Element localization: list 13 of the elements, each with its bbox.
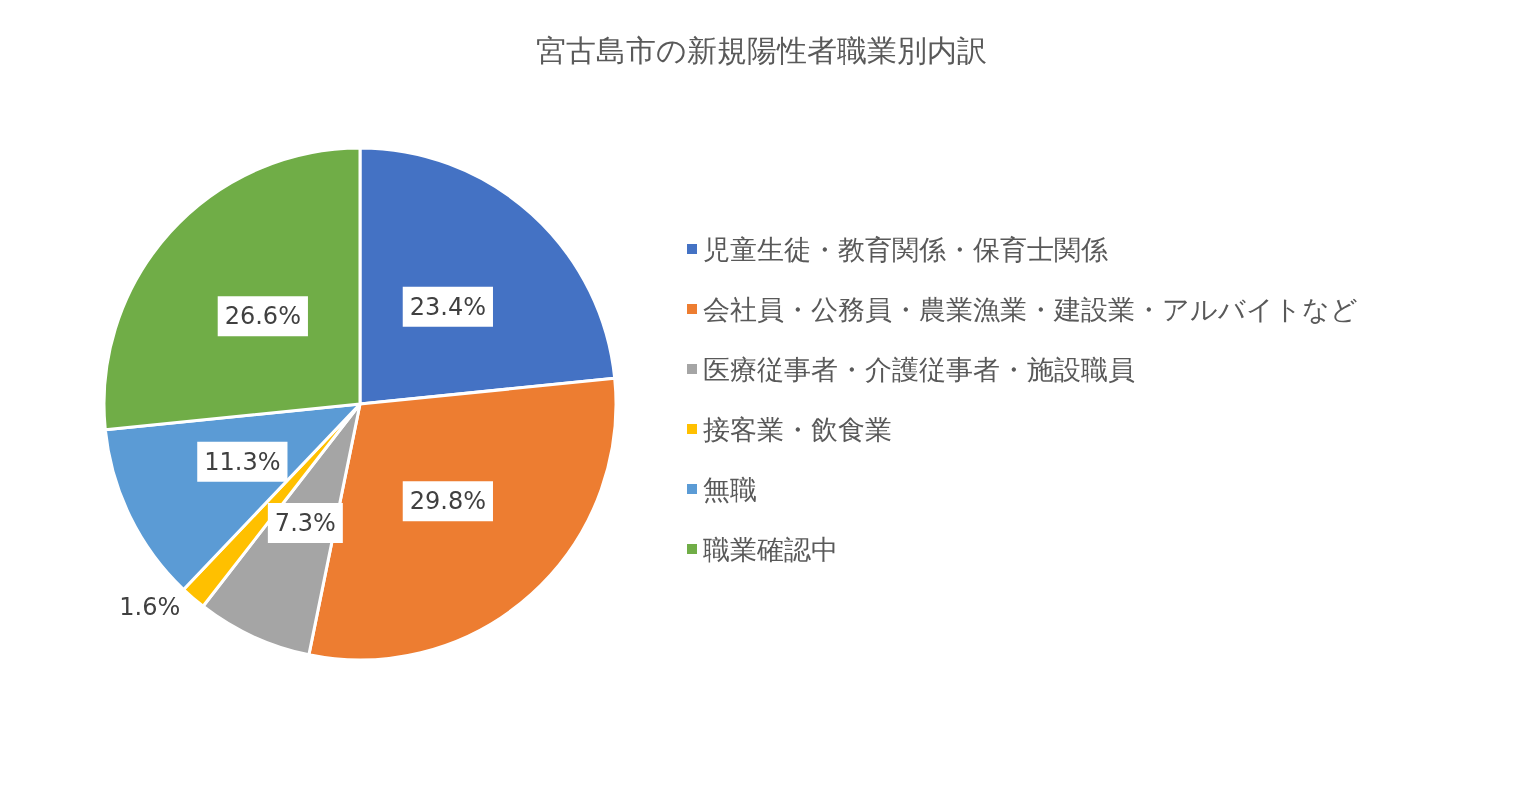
legend-label: 職業確認中: [703, 533, 838, 565]
legend-label: 無職: [703, 473, 757, 505]
chart-title: 宮古島市の新規陽性者職業別内訳: [536, 32, 987, 68]
data-label: 7.3%: [274, 509, 336, 538]
data-label: 1.6%: [119, 593, 181, 622]
legend-label: 児童生徒・教育関係・保育士関係: [703, 233, 1108, 265]
data-label: 11.3%: [204, 447, 281, 476]
legend-label: 接客業・飲食業: [703, 413, 892, 445]
legend-label: 会社員・公務員・農業漁業・建設業・アルバイトなど: [703, 293, 1358, 325]
legend-label: 医療従事者・介護従事者・施設職員: [703, 353, 1135, 385]
data-label: 26.6%: [224, 302, 301, 331]
data-label: 29.8%: [409, 487, 486, 516]
data-label: 23.4%: [409, 292, 486, 321]
